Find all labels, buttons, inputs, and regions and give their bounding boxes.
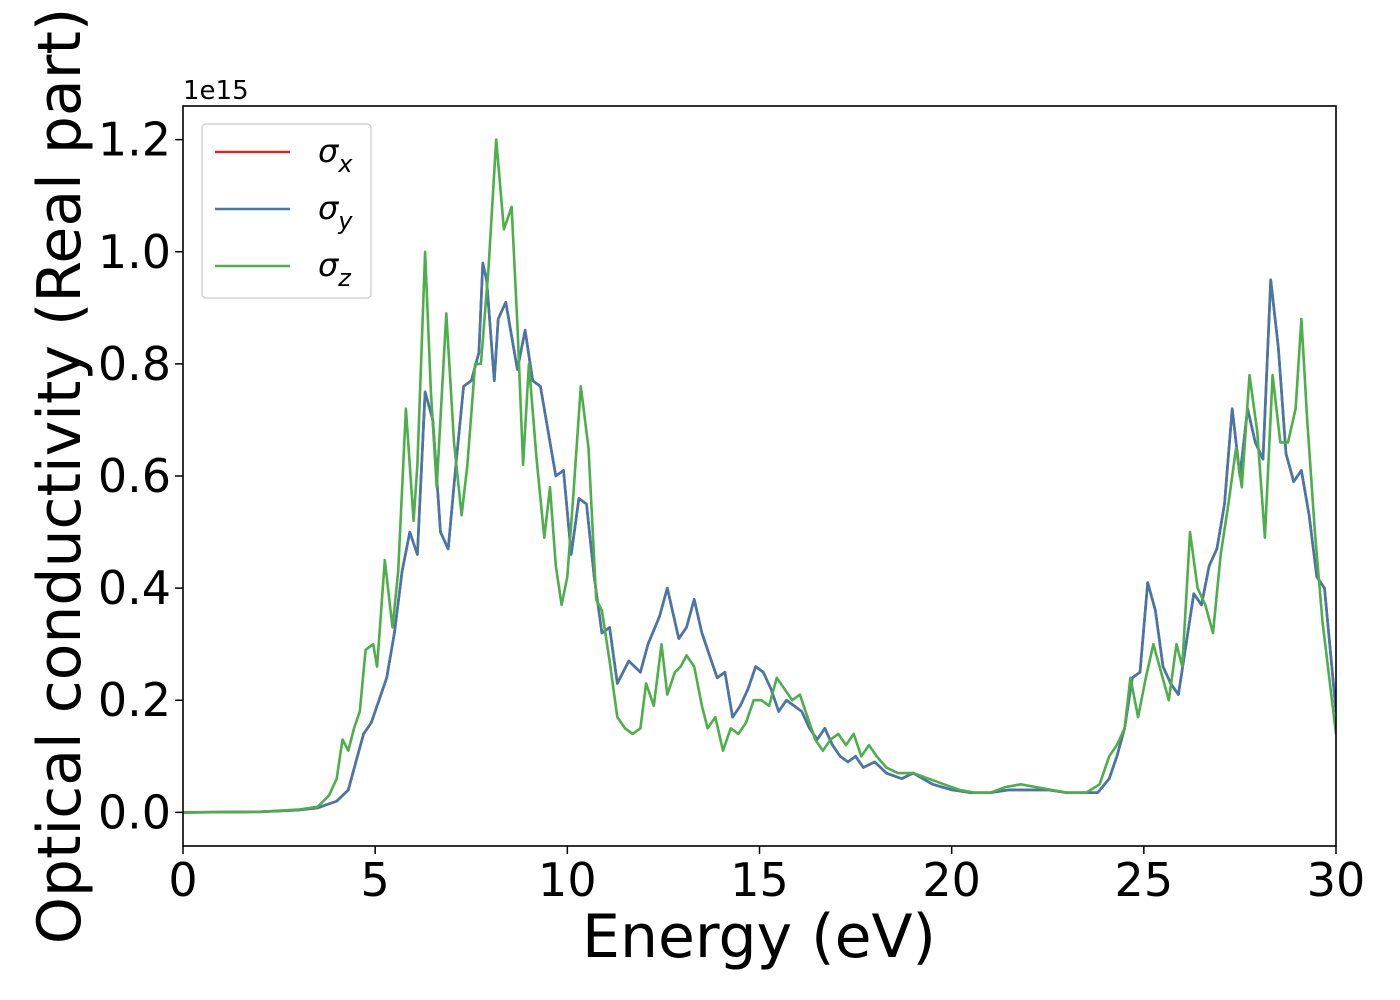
x-tick-label: 5: [361, 853, 390, 907]
legend: σx σy σz: [201, 123, 372, 299]
y-tick-label: 0.0: [98, 785, 171, 839]
y-tick-label: 0.2: [98, 673, 171, 727]
x-tick-label: 10: [538, 853, 597, 907]
legend-box: [201, 123, 372, 299]
x-tick-label: 20: [922, 853, 981, 907]
y-axis: 0.0 0.2 0.4 0.6 0.8 1.0 1.2: [98, 113, 183, 839]
y-tick-label: 0.8: [98, 337, 171, 391]
y-tick-label: 1.0: [98, 225, 171, 279]
x-tick-label: 15: [730, 853, 789, 907]
y-axis-label: Optical conductivity (Real part): [25, 8, 95, 945]
plot-background: [183, 106, 1336, 846]
legend-items: σx σy σz: [215, 132, 353, 292]
x-tick-label: 0: [168, 853, 197, 907]
x-axis: 0 5 10 15 20 25 30: [168, 846, 1365, 907]
legend-label-2: σy: [318, 189, 353, 235]
x-tick-label: 30: [1307, 853, 1366, 907]
x-tick-label: 25: [1115, 853, 1174, 907]
legend-label-3: σz: [318, 246, 352, 292]
x-axis-label: Energy (eV): [582, 902, 936, 972]
legend-label-1: σx: [318, 132, 353, 178]
series-line-3: [183, 138, 1336, 814]
y-tick-label: 0.4: [98, 561, 171, 615]
y-offset-label: 1e15: [183, 76, 249, 106]
y-tick-label: 1.2: [98, 113, 171, 167]
series-layer: [183, 138, 1336, 814]
y-tick-label: 0.6: [98, 449, 171, 503]
